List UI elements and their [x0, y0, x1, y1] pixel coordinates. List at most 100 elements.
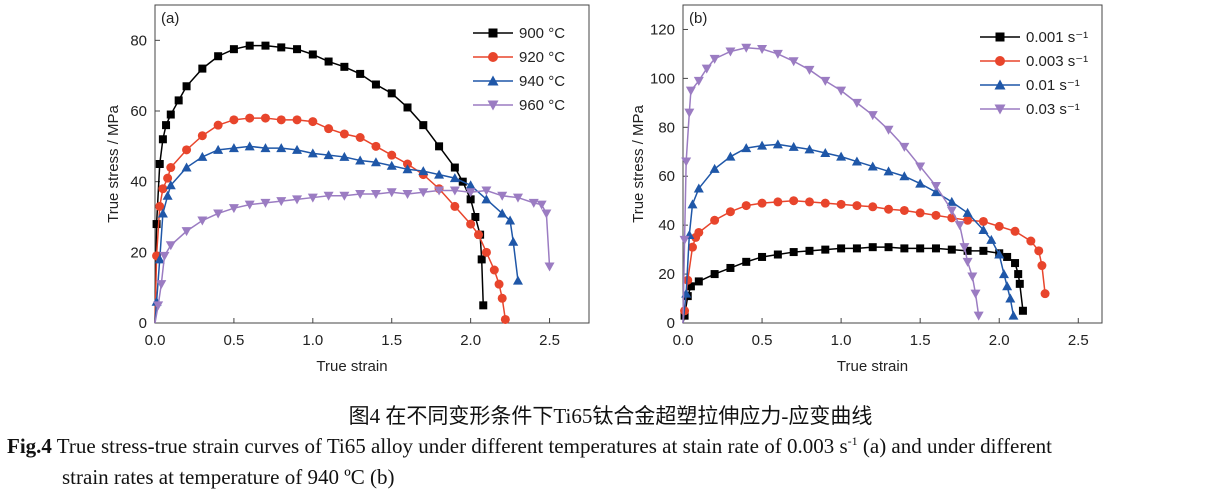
data-point — [741, 201, 751, 211]
data-point — [370, 157, 381, 167]
legend-label: 0.003 s⁻¹ — [1026, 53, 1088, 70]
data-point — [307, 148, 318, 158]
data-point — [182, 145, 192, 155]
data-point — [371, 141, 381, 151]
legend-label: 900 °C — [519, 25, 565, 42]
x-tick-label: 0.5 — [223, 332, 244, 349]
data-point — [512, 193, 523, 203]
data-point — [884, 243, 893, 252]
data-point — [308, 117, 318, 127]
y-tick-label: 0 — [139, 315, 147, 332]
data-point — [1003, 252, 1012, 261]
data-point — [508, 236, 519, 246]
data-point — [489, 265, 499, 275]
data-point — [152, 220, 161, 229]
data-point — [277, 43, 286, 52]
y-tick-label: 20 — [130, 244, 147, 261]
x-tick-label: 2.5 — [1068, 332, 1089, 349]
data-point — [536, 200, 547, 210]
data-point — [899, 142, 910, 152]
data-point — [386, 188, 397, 198]
data-point — [772, 139, 783, 149]
data-point — [479, 301, 488, 310]
series-line — [682, 143, 1015, 324]
data-point — [228, 143, 239, 153]
data-point — [481, 247, 491, 257]
plot-frame — [154, 4, 590, 324]
data-point — [978, 225, 989, 235]
data-point — [465, 180, 476, 190]
y-tick-label: 0 — [667, 315, 675, 332]
data-point — [276, 197, 287, 207]
figure: 0.0 0.5 1.0 1.5 2.0 2.5 0 20 40 60 80 True strain Tr… — [105, 4, 1103, 375]
data-point — [741, 43, 752, 53]
data-point — [339, 129, 349, 139]
y-tick-label: 80 — [130, 32, 147, 49]
data-point — [163, 173, 173, 183]
x-tick-label: 1.0 — [302, 332, 323, 349]
series-line — [154, 117, 507, 324]
data-point — [805, 246, 814, 255]
data-point — [213, 144, 224, 154]
data-point — [772, 49, 783, 59]
data-point — [946, 206, 957, 216]
data-point — [804, 65, 815, 75]
data-point — [403, 159, 413, 169]
data-point — [789, 248, 798, 257]
data-point — [541, 209, 552, 219]
legend-label: 960 °C — [519, 97, 565, 114]
data-point — [757, 198, 767, 208]
data-point — [229, 45, 238, 54]
caption-figure-label: Fig.4 — [7, 434, 52, 458]
data-point — [213, 120, 223, 130]
caption-text-part2: (a) and under different — [857, 434, 1052, 458]
data-point — [930, 182, 941, 192]
data-point — [836, 199, 846, 209]
data-point — [465, 188, 476, 198]
data-point — [963, 246, 972, 255]
data-point — [868, 243, 877, 252]
data-point — [694, 277, 703, 286]
data-point — [229, 115, 239, 125]
data-point — [1037, 261, 1047, 271]
y-tick-label: 60 — [658, 168, 675, 185]
data-point — [884, 204, 894, 214]
data-point — [742, 257, 751, 266]
x-tick-label: 0.0 — [673, 332, 694, 349]
data-point — [994, 249, 1005, 259]
data-point — [852, 244, 861, 253]
data-point — [197, 131, 207, 141]
data-point — [162, 121, 171, 130]
data-point — [497, 191, 508, 201]
data-point — [979, 246, 988, 255]
legend-entry: 920 °C — [473, 49, 565, 66]
data-point — [693, 76, 704, 86]
data-point — [165, 180, 176, 190]
data-point — [419, 121, 428, 130]
data-point — [434, 169, 445, 179]
data-point — [820, 76, 831, 86]
caption-english-line1: Fig.4 True stress-true strain curves of … — [7, 434, 1052, 459]
data-point — [450, 201, 460, 211]
series-0 — [152, 41, 488, 324]
data-point — [851, 98, 862, 108]
legend-label: 0.001 s⁻¹ — [1026, 29, 1088, 46]
data-point — [356, 69, 365, 78]
legend-entry: 0.003 s⁻¹ — [980, 53, 1088, 70]
series-line — [154, 145, 519, 324]
data-point — [994, 221, 1004, 231]
legend-entry: 0.01 s⁻¹ — [980, 77, 1080, 94]
data-point — [1014, 270, 1023, 279]
data-point — [836, 151, 847, 161]
data-point — [450, 163, 459, 172]
data-point — [994, 104, 1006, 115]
x-tick-label: 0.0 — [145, 332, 166, 349]
data-point — [820, 147, 831, 157]
y-tick-label: 60 — [130, 103, 147, 120]
caption-english-line2: strain rates at temperature of 940 ºC (b… — [62, 465, 395, 489]
data-point — [852, 201, 862, 211]
data-point — [355, 190, 366, 200]
data-point — [1010, 226, 1020, 236]
data-point — [837, 244, 846, 253]
data-point — [741, 143, 752, 153]
